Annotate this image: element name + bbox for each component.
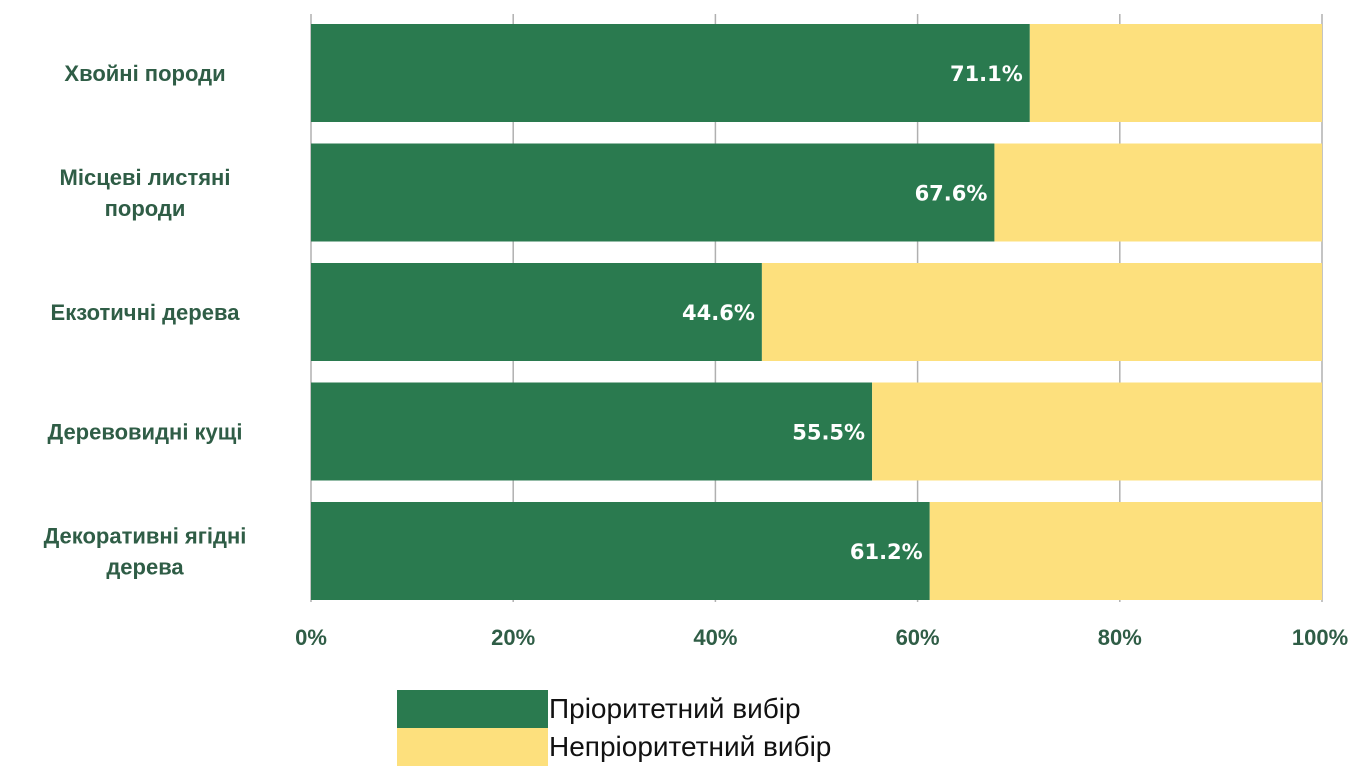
- data-label: 61.2%: [850, 540, 923, 564]
- bar-non-priority: [872, 382, 1322, 481]
- category-label: Декоративні ягідні дерева: [44, 524, 247, 580]
- data-label: 71.1%: [950, 62, 1023, 86]
- bar-priority: [311, 502, 930, 600]
- category-label-line: Хвойні породи: [64, 61, 225, 86]
- category-label: Місцеві листяні породи: [60, 165, 231, 221]
- data-label: 55.5%: [792, 421, 865, 445]
- category-label-line: Місцеві листяні: [60, 165, 231, 190]
- legend-label-non-priority: Непріоритетний вибір: [549, 731, 832, 762]
- legend-item-priority: Пріоритетний вибір: [397, 690, 801, 728]
- category-label-line: породи: [105, 196, 186, 221]
- category-label-line: Декоративні ягідні: [44, 524, 247, 549]
- legend-swatch-priority: [397, 690, 548, 728]
- bar-non-priority: [929, 502, 1322, 600]
- category-label-line: Деревовидні кущі: [48, 420, 243, 445]
- data-label: 67.6%: [915, 182, 988, 206]
- data-label: 44.6%: [682, 301, 755, 325]
- bar-priority: [311, 382, 873, 481]
- x-tick-label: 100%: [1292, 625, 1348, 650]
- category-label-line: Екзотичні дерева: [51, 300, 241, 325]
- bar-non-priority: [761, 263, 1322, 361]
- category-label: Екзотичні дерева: [51, 300, 241, 325]
- legend-swatch-non-priority: [397, 728, 548, 766]
- category-label: Хвойні породи: [64, 61, 225, 86]
- bar-non-priority: [1029, 24, 1322, 122]
- legend-item-non-priority: Непріоритетний вибір: [397, 728, 831, 766]
- bar-non-priority: [994, 143, 1322, 242]
- x-tick-label: 80%: [1098, 625, 1142, 650]
- bar-priority: [311, 24, 1030, 122]
- legend: Пріоритетний вибір Непріоритетний вибір: [397, 690, 917, 767]
- x-tick-label: 0%: [295, 625, 327, 650]
- bar-priority: [311, 143, 995, 242]
- x-tick-label: 40%: [693, 625, 737, 650]
- x-tick-label: 60%: [896, 625, 940, 650]
- legend-label-priority: Пріоритетний вибір: [549, 693, 801, 724]
- bar-priority: [311, 263, 762, 361]
- category-label: Деревовидні кущі: [48, 420, 243, 445]
- category-label-line: дерева: [106, 555, 184, 580]
- x-tick-label: 20%: [491, 625, 535, 650]
